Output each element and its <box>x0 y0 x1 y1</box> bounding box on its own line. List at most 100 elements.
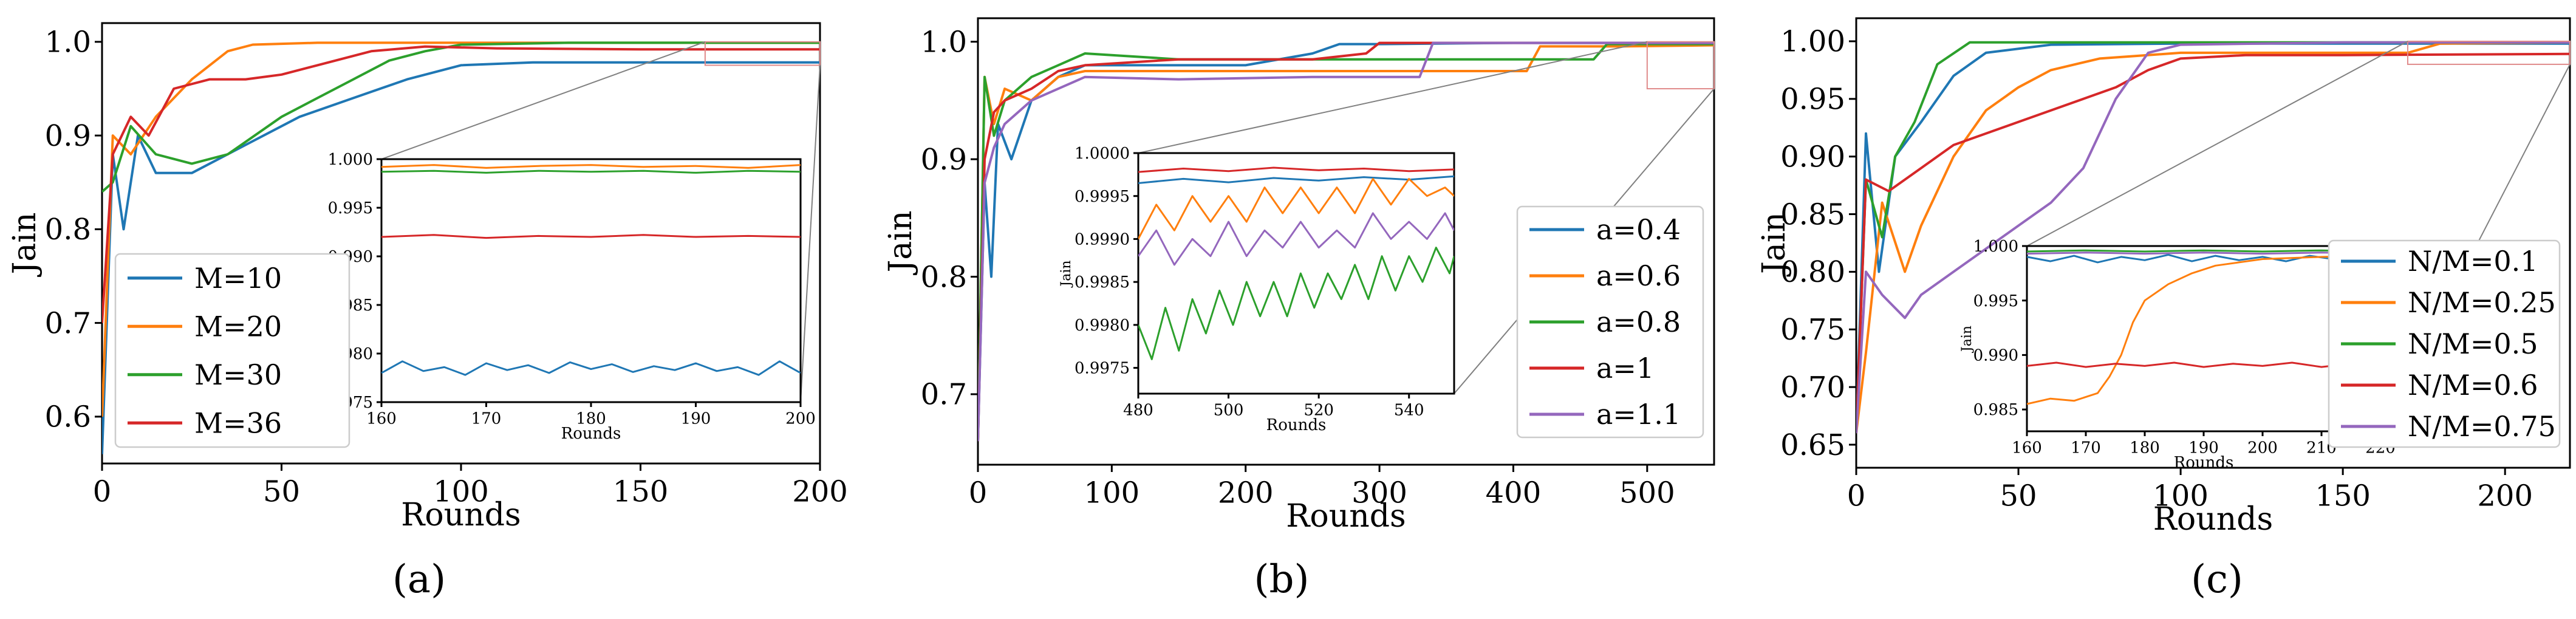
inset-axes: 480 500 520 540 0.9975 0.9980 0.9985 0.9990 0.99… <box>1059 145 1455 434</box>
inset-1-x-tick-label: 180 <box>576 409 606 428</box>
legend-label: M=30 <box>194 358 282 391</box>
legend-label: a=0.6 <box>1596 259 1681 292</box>
inset-2-y-tick-label: 0.9985 <box>1074 273 1130 292</box>
series-line-n-m-0.6 <box>1856 52 2570 434</box>
zoom-region-box <box>2407 40 2571 65</box>
zoom-region-box <box>704 41 821 66</box>
inset-series-line-n-m-0.6 <box>2027 361 2380 368</box>
panel-1-x-tick-label: 50 <box>263 474 300 508</box>
panel-3-x-tick-label: 0 <box>1847 479 1866 513</box>
inset-3-x-tick-label: 160 <box>2012 439 2042 457</box>
panel-label: (b) <box>1254 557 1310 602</box>
inset-series-line-a-0.4 <box>1138 175 1454 184</box>
panel-label: (c) <box>2191 557 2243 602</box>
inset-3-x-tick-label: 200 <box>2247 439 2278 457</box>
inset-series-line-a-1.1 <box>1138 212 1454 266</box>
panel-2-x-tick-label: 500 <box>1619 476 1675 510</box>
inset-1-x-tick-label: 160 <box>366 409 397 428</box>
panel-3-y-tick-label: 1.00 <box>1780 25 1845 59</box>
inset-series-group <box>2027 249 2380 405</box>
series-line-a-1.1 <box>978 41 1714 442</box>
inset-2-y-tick-label: 1.0000 <box>1074 145 1130 163</box>
panel-2-y-tick-label: 0.8 <box>921 260 967 294</box>
y-axis-label: Jain <box>7 213 43 278</box>
y-axis-label: Jain <box>883 211 919 276</box>
series-group <box>978 41 1714 442</box>
panel-2-y-tick-label: 0.9 <box>921 143 967 177</box>
inset-series-line-a-0.8 <box>1138 247 1454 360</box>
inset-1-y-tick-label: 0.995 <box>328 199 373 217</box>
inset-2-x-tick-label: 540 <box>1394 401 1424 419</box>
panel-3-y-tick-label: 0.70 <box>1780 371 1845 405</box>
inset-series-line-m-20 <box>381 164 801 169</box>
legend-label: M=20 <box>194 310 282 343</box>
inset-x-axis-label: Rounds <box>1266 416 1327 434</box>
inset-series-group <box>381 164 801 376</box>
panel-1-x-tick-label: 100 <box>433 474 489 508</box>
inset-axes: 160 170 180 190 200 210 2200.9850.9900.9951.00… <box>1959 238 2396 472</box>
panel-1-x-tick-label: 150 <box>613 474 669 508</box>
panel-2-y-tick-label: 1.0 <box>921 25 967 59</box>
legend-label: N/M=0.75 <box>2408 410 2556 443</box>
inset-series-group <box>1138 166 1454 360</box>
panel-2-x-tick-label: 0 <box>969 476 988 510</box>
panel-1-y-tick-label: 0.6 <box>45 400 91 434</box>
legend-frame <box>114 253 350 448</box>
inset-2-y-tick-label: 0.9975 <box>1074 360 1130 378</box>
series-line-n-m-0.75 <box>1856 41 2570 434</box>
inset-series-line-m-10 <box>381 360 801 376</box>
series-line-m-36 <box>102 45 820 323</box>
inset-3-x-tick-label: 190 <box>2188 439 2219 457</box>
panel-3-x-tick-label: 150 <box>2315 479 2371 513</box>
zoom-region-box <box>1646 41 1715 90</box>
inset-connector-line <box>2026 41 2408 247</box>
inset-series-line-m-30 <box>381 169 801 174</box>
inset-series-line-n-m-0.25 <box>2027 255 2380 405</box>
panel-3-y-tick-label: 0.85 <box>1780 197 1845 231</box>
inset-1-x-tick-label: 200 <box>785 409 816 428</box>
panel-3-y-tick-label: 0.95 <box>1780 83 1845 117</box>
inset-3-plot-frame <box>2026 245 2382 433</box>
inset-2-plot-frame <box>1137 152 1455 395</box>
legend-label: N/M=0.25 <box>2408 286 2556 319</box>
panel-3-y-tick-label: 0.75 <box>1780 313 1845 347</box>
inset-y-axis-label: Jain <box>1059 260 1074 287</box>
legend-frame <box>1516 205 1704 439</box>
series-group <box>102 41 820 454</box>
legend-label: a=0.4 <box>1596 213 1681 246</box>
inset-y-axis-label: Jain <box>1959 326 1975 353</box>
panel-1-x-tick-label: 0 <box>93 474 112 508</box>
legend-label: a=0.8 <box>1596 306 1681 338</box>
inset-1-x-tick-label: 190 <box>681 409 711 428</box>
panel-1-y-tick-label: 0.7 <box>45 306 91 340</box>
panel-3-plot-frame <box>1855 17 2571 469</box>
inset-3-y-tick-label: 0.995 <box>1973 292 2018 310</box>
legend-frame <box>2328 239 2561 448</box>
legend: N/M=0.1 N/M=0.25 N/M=0.5 N/M=0.6 N/M=0.75 <box>2328 239 2561 448</box>
chart-panel-3: 0 50 100 150 200 0.65 0.70 0.75 0.80 0.85 0.90 0.95… <box>1756 17 2571 602</box>
inset-series-line-m-36 <box>381 234 801 239</box>
panel-3-y-tick-label: 0.65 <box>1780 428 1845 462</box>
series-line-a-1 <box>978 41 1714 442</box>
inset-x-axis-label: Rounds <box>561 425 621 443</box>
legend-label: a=1 <box>1596 352 1654 385</box>
inset-2-y-tick-label: 0.9990 <box>1074 231 1130 249</box>
chart-panel-1: 0 50 100 150 200 0.6 0.7 0.8 0.9 1.0 Rounds Jain 160… <box>7 22 848 602</box>
inset-series-line-n-m-0.5 <box>2027 249 2380 253</box>
inset-3-x-tick-label: 170 <box>2071 439 2101 457</box>
inset-connector-line <box>381 41 706 160</box>
chart-panel-2: 0 100 200 300 400 5000.70.80.91.0RoundsJain48… <box>883 17 1715 602</box>
panel-1-y-tick-label: 0.9 <box>45 119 91 153</box>
inset-connector-line <box>800 65 821 403</box>
x-axis-label: Rounds <box>2153 501 2273 538</box>
panel-2-x-tick-label: 200 <box>1218 476 1274 510</box>
inset-1-plot-frame <box>380 158 802 403</box>
y-axis-label: Jain <box>1756 212 1792 277</box>
inset-x-axis-label: Rounds <box>2174 454 2234 472</box>
inset-axes: 160 170 180 190 2000.9750.9800.9850.9900.995… <box>314 151 816 443</box>
panel-2-y-tick-label: 0.7 <box>921 378 967 412</box>
panel-3-x-tick-label: 200 <box>2477 479 2533 513</box>
inset-3-y-tick-label: 0.985 <box>1973 401 2018 419</box>
legend-label: a=1.1 <box>1596 398 1681 431</box>
series-line-m-10 <box>102 61 820 454</box>
